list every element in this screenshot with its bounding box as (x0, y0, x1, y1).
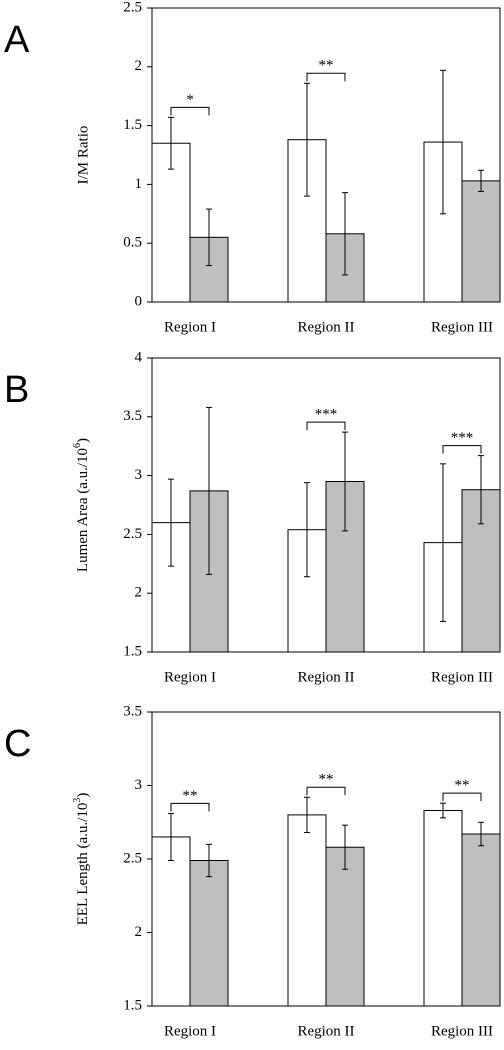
y-tick-label: 2.5 (123, 850, 142, 866)
x-tick-label: Region II (297, 1023, 354, 1039)
y-tick-label: 3 (135, 777, 143, 793)
significance-label: * (186, 92, 194, 108)
panel-label: B (4, 369, 29, 411)
error-bar (206, 406, 212, 575)
error-bar (342, 824, 348, 870)
y-axis-label: Lumen Area (a.u./106) (72, 438, 91, 572)
x-tick-label: Region III (431, 319, 493, 335)
x-tick-label: Region I (164, 319, 216, 335)
y-tick-label: 0 (135, 293, 143, 309)
error-bar (304, 82, 310, 197)
y-tick-label: 2.5 (123, 0, 142, 15)
error-bar (440, 802, 446, 819)
y-axis-label: EEL Length (a.u./103) (72, 793, 91, 926)
error-bar (168, 116, 174, 170)
bar (325, 846, 365, 1007)
significance-bracket (170, 106, 210, 116)
error-bar (304, 796, 310, 834)
y-tick-label: 1 (135, 176, 143, 192)
significance-bracket (306, 786, 346, 796)
error-bar (478, 169, 484, 192)
significance-bracket (442, 445, 482, 454)
x-tick-label: Region I (164, 1023, 216, 1039)
y-tick-label: 3 (135, 467, 143, 483)
bar (461, 833, 501, 1007)
y-tick-label: 2.5 (123, 526, 142, 542)
plot-frame (151, 357, 501, 653)
error-bar (206, 208, 212, 267)
x-tick-label: Region II (297, 669, 354, 685)
significance-label: ** (455, 778, 470, 794)
error-bar (440, 69, 446, 215)
y-tick-label: 2 (135, 924, 143, 940)
bar (423, 809, 463, 1007)
bar (287, 814, 327, 1007)
y-tick-label: 1.5 (123, 117, 142, 133)
panel-label: C (4, 723, 31, 765)
error-bar (478, 455, 484, 525)
bar (189, 859, 229, 1007)
y-tick-label: 3.5 (123, 703, 142, 719)
error-bar (168, 478, 174, 567)
significance-label: ** (183, 788, 198, 804)
x-tick-label: Region III (431, 1023, 493, 1039)
y-axis-label: I/M Ratio (75, 126, 91, 185)
x-tick-label: Region II (297, 319, 354, 335)
plot-frame (151, 7, 501, 303)
significance-bracket (442, 792, 482, 802)
significance-label: *** (451, 430, 474, 446)
significance-bracket (170, 802, 210, 812)
y-axis-label-text: EEL Length (a.u./10 (75, 803, 91, 926)
error-bar (342, 192, 348, 276)
y-axis-label-tail: ) (75, 438, 91, 443)
significance-bracket (306, 72, 346, 82)
error-bar (342, 431, 348, 532)
y-tick-label: 3.5 (123, 408, 142, 424)
y-tick-label: 2 (135, 58, 143, 74)
error-bar (304, 482, 310, 578)
error-bar (168, 812, 174, 861)
error-bar (478, 821, 484, 847)
x-tick-label: Region III (431, 669, 493, 685)
x-tick-label: Region I (164, 669, 216, 685)
y-tick-label: 1.5 (123, 997, 142, 1013)
significance-label: *** (315, 407, 338, 423)
significance-label: ** (319, 58, 334, 74)
error-bar (440, 463, 446, 622)
panel-label: A (4, 19, 30, 61)
y-tick-label: 1.5 (123, 643, 142, 659)
y-axis-label-sup: 3 (72, 798, 83, 803)
y-axis-label-sup: 6 (72, 443, 83, 448)
y-tick-label: 2 (135, 585, 143, 601)
significance-label: ** (319, 772, 334, 788)
bar (461, 180, 501, 303)
error-bar (206, 843, 212, 878)
significance-bracket (306, 421, 346, 431)
y-axis-label-tail: ) (75, 793, 91, 798)
plot-frame (151, 711, 501, 1007)
y-tick-label: 4 (135, 349, 143, 365)
y-axis-label-text: Lumen Area (a.u./10 (75, 448, 91, 572)
y-tick-label: 0.5 (123, 235, 142, 251)
bar (151, 836, 191, 1007)
